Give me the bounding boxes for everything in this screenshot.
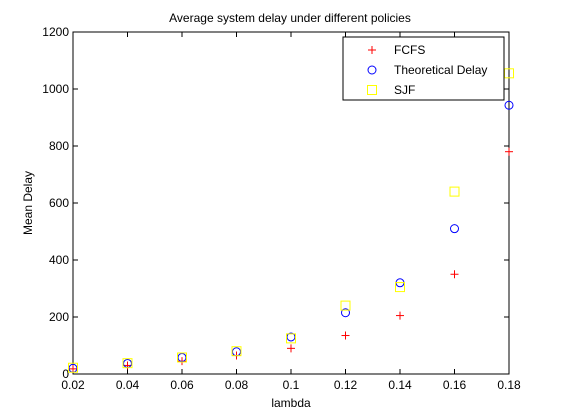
data-point	[341, 331, 350, 340]
data-point	[341, 308, 350, 318]
legend-marker	[367, 65, 377, 75]
y-axis: 0 200 400 600 800 1000 1200	[42, 25, 509, 381]
y-tick-label: 600	[49, 196, 69, 210]
data-point	[286, 333, 296, 344]
data-point	[449, 186, 460, 197]
data-point	[395, 282, 405, 293]
legend-label: SJF	[394, 83, 415, 97]
chart-title: Average system delay under different pol…	[169, 11, 411, 25]
data-point	[450, 224, 459, 234]
data-point	[177, 352, 187, 363]
data-point	[450, 270, 459, 279]
data-point	[69, 364, 77, 373]
legend-marker	[368, 46, 376, 54]
legend: FCFS Theoretical Delay SJF	[342, 36, 505, 101]
data-point	[68, 362, 78, 373]
x-axis: 0.02 0.04 0.06 0.08 0.1 0.12 0.14 0.16 0.18	[61, 32, 521, 392]
y-axis-label: Mean Delay	[21, 171, 35, 235]
x-tick-label: 0.06	[170, 378, 194, 392]
y-tick-label: 0	[62, 367, 69, 381]
x-axis-label: lambda	[271, 396, 311, 410]
legend-label: Theoretical Delay	[394, 63, 487, 77]
data-point	[231, 346, 242, 357]
y-tick-label: 1000	[42, 82, 69, 96]
data-point	[340, 300, 351, 311]
legend-label: FCFS	[394, 43, 425, 57]
x-tick-label: 0.14	[388, 378, 412, 392]
data-point	[504, 100, 514, 110]
data-point	[287, 344, 295, 353]
x-tick-label: 0.08	[225, 378, 249, 392]
x-tick-label: 0.12	[334, 378, 358, 392]
y-tick-label: 400	[49, 253, 69, 267]
data-point	[505, 147, 513, 156]
y-tick-label: 800	[49, 139, 69, 153]
x-tick-label: 0.1	[283, 378, 300, 392]
y-tick-label: 200	[49, 310, 69, 324]
data-markers	[68, 68, 514, 373]
legend-box	[342, 36, 505, 101]
x-tick-label: 0.16	[443, 378, 467, 392]
x-tick-label: 0.04	[116, 378, 140, 392]
data-point	[396, 311, 404, 320]
x-tick-label: 0.02	[61, 378, 85, 392]
legend-marker	[367, 85, 377, 95]
x-tick-label: 0.18	[497, 378, 521, 392]
series-sjf	[68, 68, 514, 373]
data-point	[122, 358, 133, 369]
y-tick-label: 1200	[42, 25, 69, 39]
